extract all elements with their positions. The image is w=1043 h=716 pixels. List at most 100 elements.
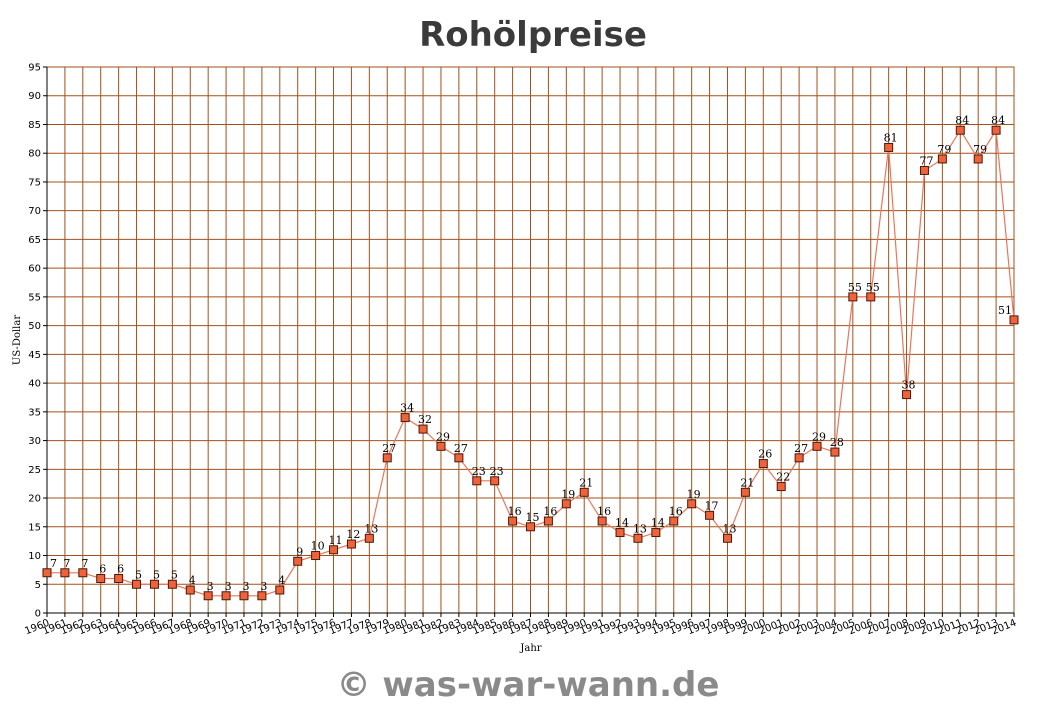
data-label: 16 <box>508 505 522 518</box>
y-tick-label: 90 <box>28 91 41 102</box>
data-point-marker <box>257 591 267 601</box>
data-label: 6 <box>117 563 124 576</box>
data-point-marker <box>346 539 356 549</box>
data-point-marker <box>669 516 679 526</box>
data-label: 38 <box>902 379 916 392</box>
y-tick-label: 70 <box>28 206 41 217</box>
data-point-marker <box>973 154 983 164</box>
y-tick-label: 15 <box>28 522 41 533</box>
y-tick-label: 75 <box>28 177 41 188</box>
data-label: 7 <box>81 557 88 570</box>
data-point-marker <box>60 568 70 578</box>
data-point-marker <box>937 154 947 164</box>
data-point-marker <box>776 482 786 492</box>
data-label: 14 <box>615 517 629 530</box>
data-label: 19 <box>687 488 701 501</box>
data-point-marker <box>812 441 822 451</box>
data-label: 7 <box>63 557 70 570</box>
data-label: 3 <box>207 580 214 593</box>
data-point-marker <box>167 579 177 589</box>
data-label: 11 <box>329 534 343 547</box>
data-point-marker <box>884 142 894 152</box>
data-label: 79 <box>937 143 951 156</box>
data-label: 27 <box>454 442 468 455</box>
data-point-marker <box>651 528 661 538</box>
data-point-marker <box>364 533 374 543</box>
y-axis-ticks: 0 5 10 15 20 25 30 35 40 45 50 55 60 65 70 75 80 85 90 95 <box>28 63 47 620</box>
chart-title: Rohölpreise <box>419 15 647 55</box>
data-label: 28 <box>830 436 844 449</box>
data-label: 16 <box>669 505 683 518</box>
data-point-marker <box>78 568 88 578</box>
y-tick-label: 45 <box>28 350 41 361</box>
data-point-marker <box>329 545 339 555</box>
data-label: 79 <box>973 143 987 156</box>
data-label: 4 <box>189 574 196 587</box>
y-tick-label: 20 <box>28 494 41 505</box>
data-point-marker <box>740 487 750 497</box>
data-label: 29 <box>812 430 826 443</box>
data-point-marker <box>561 499 571 509</box>
data-label: 5 <box>135 568 142 581</box>
data-label: 14 <box>651 517 665 530</box>
data-point-marker <box>490 476 500 486</box>
data-point-marker <box>848 292 858 302</box>
data-label: 23 <box>490 465 504 478</box>
data-point-marker <box>1009 315 1019 325</box>
data-label: 26 <box>758 448 772 461</box>
data-label: 3 <box>260 580 267 593</box>
data-label: 19 <box>561 488 575 501</box>
data-point-marker <box>508 516 518 526</box>
data-label: 55 <box>866 281 880 294</box>
data-label: 3 <box>225 580 232 593</box>
copyright-watermark: © was-war-wann.de <box>337 665 720 705</box>
data-label: 21 <box>740 476 754 489</box>
data-label: 29 <box>436 430 450 443</box>
data-point-marker <box>722 533 732 543</box>
data-point-marker <box>472 476 482 486</box>
data-point-marker <box>400 413 410 423</box>
data-point-marker <box>955 125 965 135</box>
data-point-marker <box>687 499 697 509</box>
series-markers <box>42 125 1019 601</box>
data-label: 12 <box>346 528 360 541</box>
data-label: 4 <box>278 574 285 587</box>
data-point-marker <box>830 447 840 457</box>
data-point-marker <box>543 516 553 526</box>
data-point-marker <box>221 591 231 601</box>
data-point-marker <box>275 585 285 595</box>
data-label: 34 <box>400 402 414 415</box>
data-label: 13 <box>633 522 647 535</box>
y-tick-label: 80 <box>28 149 41 160</box>
data-point-marker <box>991 125 1001 135</box>
data-label: 5 <box>153 568 160 581</box>
data-label: 27 <box>794 442 808 455</box>
data-point-marker <box>239 591 249 601</box>
data-label: 9 <box>296 545 303 558</box>
y-tick-label: 25 <box>28 465 41 476</box>
data-label: 3 <box>242 580 249 593</box>
data-point-marker <box>633 533 643 543</box>
y-tick-label: 85 <box>28 120 41 131</box>
data-point-marker <box>794 453 804 463</box>
y-tick-label: 5 <box>35 580 41 591</box>
data-label: 10 <box>311 540 325 553</box>
data-point-marker <box>919 165 929 175</box>
x-axis-label: Jahr <box>519 643 541 654</box>
data-label: 23 <box>472 465 486 478</box>
y-tick-label: 0 <box>35 609 41 620</box>
data-label: 81 <box>884 131 898 144</box>
data-point-marker <box>902 390 912 400</box>
data-point-marker <box>149 579 159 589</box>
data-label: 7 <box>50 557 57 570</box>
data-label: 22 <box>776 471 790 484</box>
data-label: 32 <box>418 413 432 426</box>
data-point-marker <box>114 574 124 584</box>
data-point-marker <box>311 551 321 561</box>
data-point-marker <box>96 574 106 584</box>
data-point-marker <box>615 528 625 538</box>
y-tick-label: 95 <box>28 63 41 74</box>
